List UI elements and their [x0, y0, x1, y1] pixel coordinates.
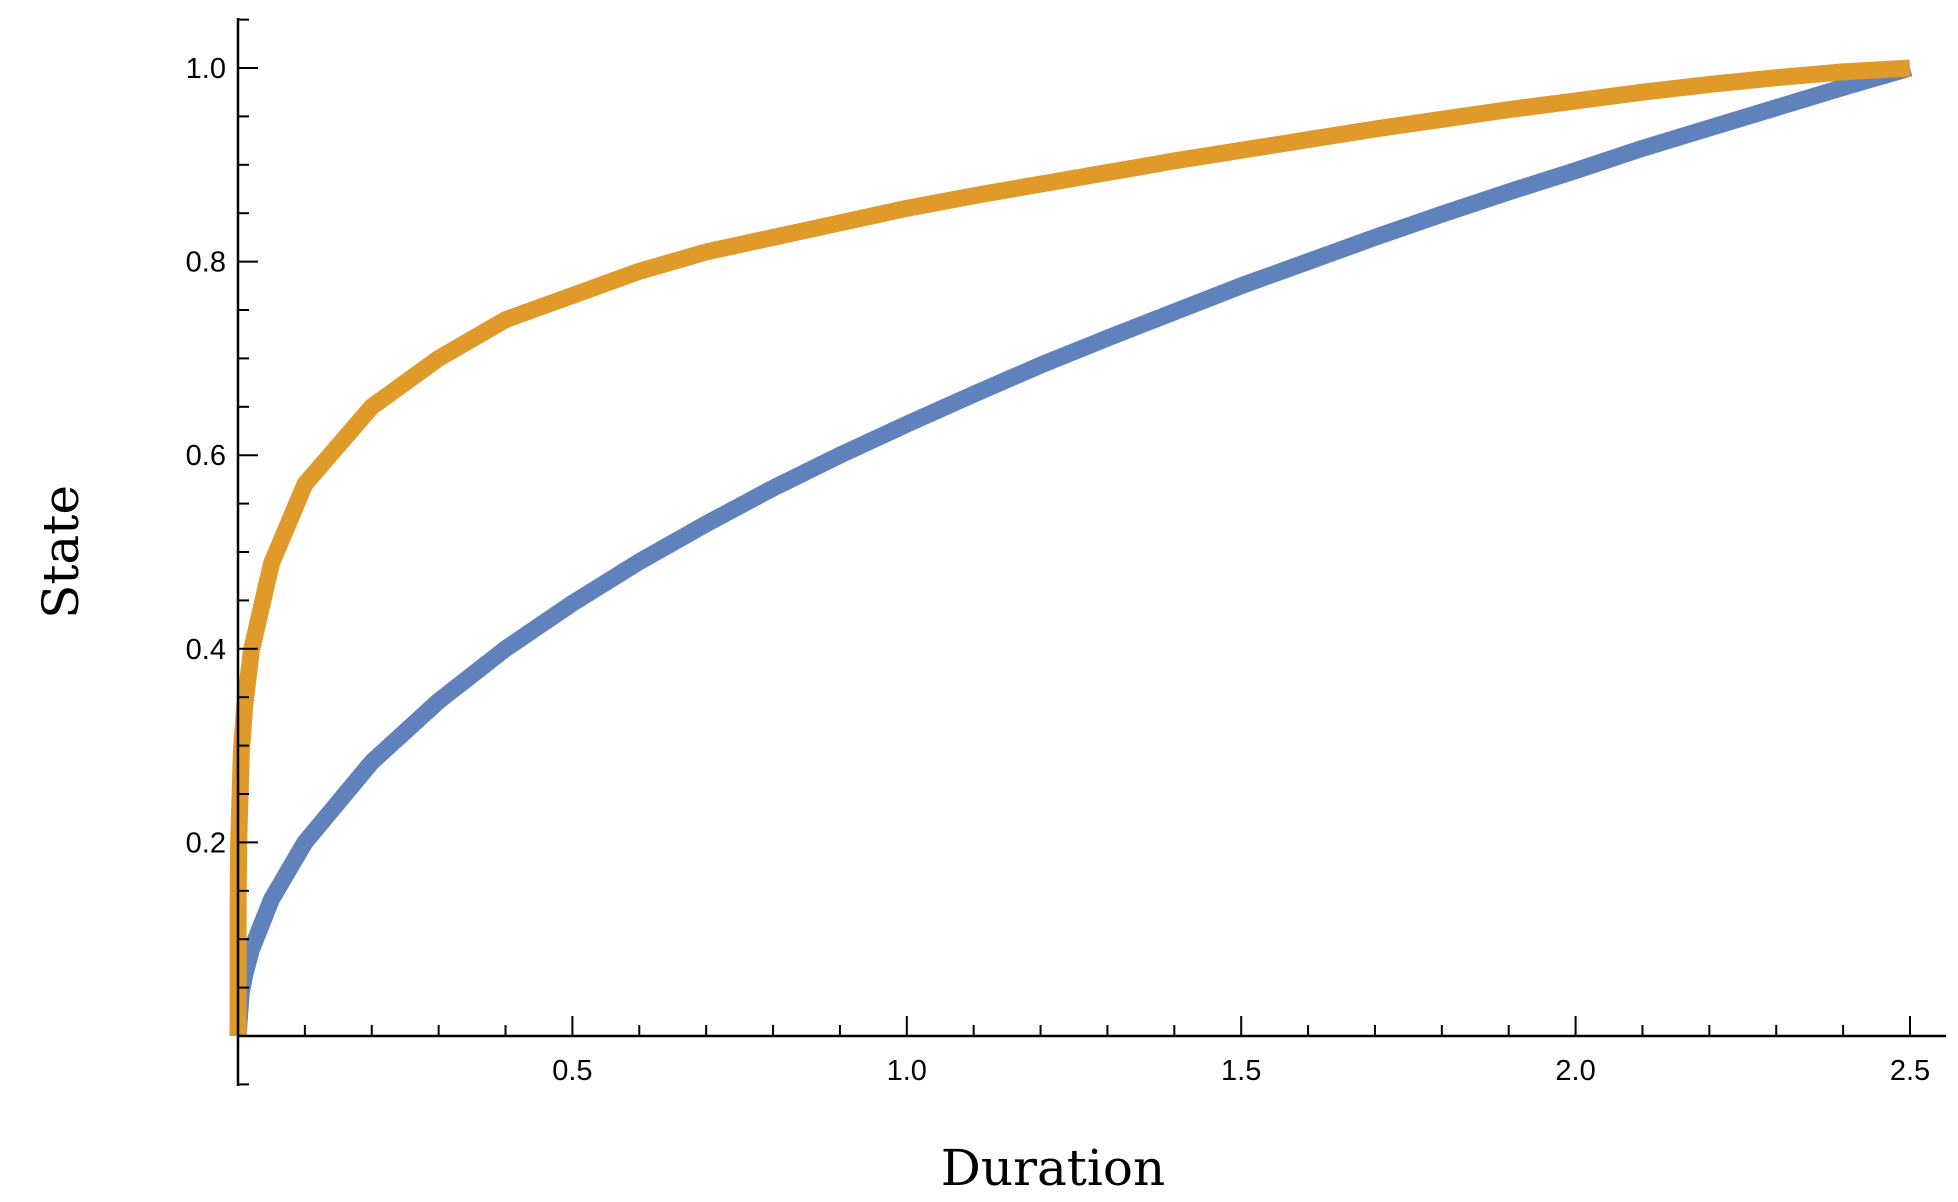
- y-axis-ticks: 0.2 0.4 0.6 0.8 1.0: [186, 18, 258, 1086]
- x-tick-label: 2.0: [1555, 1055, 1595, 1087]
- series-line-1: [229, 59, 1913, 1037]
- x-tick-label: 1.0: [887, 1055, 927, 1087]
- x-axis-title: Duration: [941, 1139, 1165, 1197]
- x-tick-label: 0.5: [552, 1055, 592, 1087]
- series-line-2: [229, 59, 1911, 1037]
- y-tick-label: 0.6: [186, 440, 226, 472]
- y-axis-title: State: [32, 485, 90, 619]
- series-layer: [229, 59, 1913, 1037]
- y-tick-label: 0.4: [186, 634, 226, 666]
- y-tick-label: 1.0: [186, 53, 226, 85]
- x-tick-label: 1.5: [1221, 1055, 1261, 1087]
- x-axis-ticks: 0.5 1.0 1.5 2.0 2.5: [303, 1016, 1930, 1087]
- y-tick-label: 0.8: [186, 247, 226, 279]
- y-tick-label: 0.2: [186, 827, 226, 859]
- x-tick-label: 2.5: [1890, 1055, 1930, 1087]
